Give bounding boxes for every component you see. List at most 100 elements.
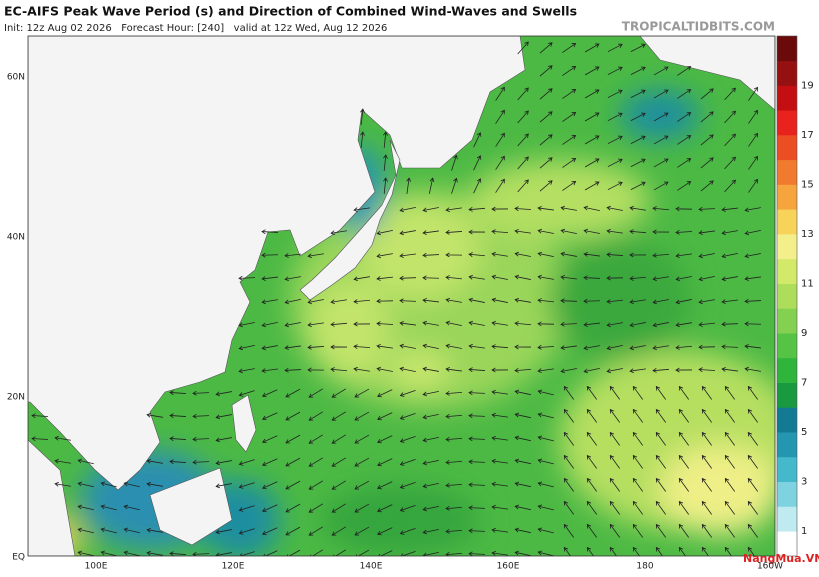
arrow bbox=[354, 503, 370, 513]
arrow bbox=[675, 229, 693, 235]
arrow bbox=[376, 298, 394, 304]
arrow bbox=[584, 66, 600, 76]
arrow bbox=[539, 88, 553, 100]
arrow bbox=[445, 413, 463, 419]
arrow bbox=[698, 230, 715, 236]
arrow bbox=[584, 135, 600, 145]
arrow bbox=[100, 527, 117, 534]
arrow bbox=[677, 158, 692, 168]
arrow bbox=[491, 504, 508, 510]
arrow bbox=[468, 297, 485, 303]
arrow bbox=[169, 413, 187, 419]
arrow bbox=[307, 344, 325, 350]
arrow bbox=[701, 454, 713, 469]
arrow bbox=[399, 320, 416, 326]
arrow bbox=[284, 345, 301, 351]
arrow bbox=[468, 482, 486, 488]
arrow bbox=[744, 366, 761, 372]
arrow bbox=[468, 252, 486, 257]
arrow bbox=[146, 481, 163, 487]
arrow bbox=[607, 89, 623, 99]
arrow bbox=[607, 112, 623, 122]
arrow bbox=[238, 275, 256, 281]
arrow bbox=[678, 477, 690, 492]
arrow bbox=[607, 135, 623, 145]
arrow bbox=[632, 431, 644, 446]
arrow bbox=[677, 135, 692, 145]
arrow bbox=[630, 158, 646, 168]
arrow bbox=[655, 546, 663, 556]
colorbar-segment bbox=[777, 506, 797, 532]
arrow bbox=[54, 458, 71, 464]
arrow bbox=[377, 504, 393, 513]
arrow bbox=[169, 436, 187, 442]
arrow bbox=[399, 343, 416, 349]
arrow bbox=[586, 408, 598, 423]
arrow bbox=[376, 230, 393, 236]
arrow bbox=[331, 480, 347, 490]
arrow bbox=[308, 480, 324, 490]
arrow bbox=[285, 503, 301, 513]
arrow bbox=[399, 482, 416, 489]
arrow bbox=[422, 459, 439, 466]
arrow bbox=[724, 546, 732, 556]
arrow bbox=[606, 322, 623, 328]
arrow bbox=[586, 454, 598, 469]
arrow bbox=[428, 177, 435, 194]
arrow bbox=[675, 276, 692, 282]
arrow bbox=[192, 390, 210, 396]
arrow bbox=[744, 230, 761, 236]
arrow bbox=[514, 550, 531, 556]
arrow bbox=[675, 345, 693, 350]
arrow bbox=[514, 504, 531, 511]
arrow bbox=[468, 274, 485, 280]
arrow bbox=[748, 178, 759, 193]
arrow bbox=[586, 500, 598, 515]
arrow bbox=[632, 454, 644, 469]
arrow bbox=[537, 205, 554, 211]
arrow bbox=[562, 135, 577, 145]
arrow bbox=[285, 457, 301, 467]
arrow bbox=[377, 481, 393, 490]
arrow bbox=[560, 228, 577, 234]
arrow bbox=[445, 320, 462, 326]
arrow bbox=[445, 343, 462, 349]
subtitle: Init: 12z Aug 02 2026 Forecast Hour: [24… bbox=[4, 23, 387, 34]
arrow bbox=[238, 482, 255, 489]
arrow bbox=[537, 412, 554, 419]
colorbar-label: 5 bbox=[801, 427, 807, 438]
arrow bbox=[653, 112, 669, 122]
arrow bbox=[376, 343, 393, 349]
arrow bbox=[609, 454, 621, 469]
arrow bbox=[632, 546, 640, 556]
arrow bbox=[169, 390, 187, 396]
arrow bbox=[473, 155, 482, 171]
colorbar-segment bbox=[777, 357, 797, 383]
arrow bbox=[724, 523, 736, 538]
arrow bbox=[721, 253, 738, 259]
arrow bbox=[376, 276, 393, 281]
arrow bbox=[146, 550, 163, 556]
arrow bbox=[473, 178, 482, 194]
colorbar-frame bbox=[776, 35, 798, 557]
arrow bbox=[675, 299, 692, 305]
arrow bbox=[539, 42, 553, 54]
field bbox=[28, 90, 775, 556]
arrow bbox=[491, 527, 508, 533]
title: EC-AIFS Peak Wave Period (s) and Directi… bbox=[4, 4, 577, 19]
arrow bbox=[377, 527, 393, 536]
arrow bbox=[285, 411, 301, 421]
arrow bbox=[215, 437, 232, 443]
arrow bbox=[54, 481, 71, 487]
arrow bbox=[491, 435, 508, 441]
arrow bbox=[491, 389, 508, 395]
arrow bbox=[377, 458, 393, 467]
arrow bbox=[537, 527, 554, 534]
arrow bbox=[537, 481, 554, 488]
arrow bbox=[495, 86, 505, 101]
arrow bbox=[422, 528, 439, 535]
arrow bbox=[560, 275, 577, 280]
arrow bbox=[721, 299, 738, 304]
arrow bbox=[31, 436, 49, 442]
arrow bbox=[215, 391, 232, 397]
